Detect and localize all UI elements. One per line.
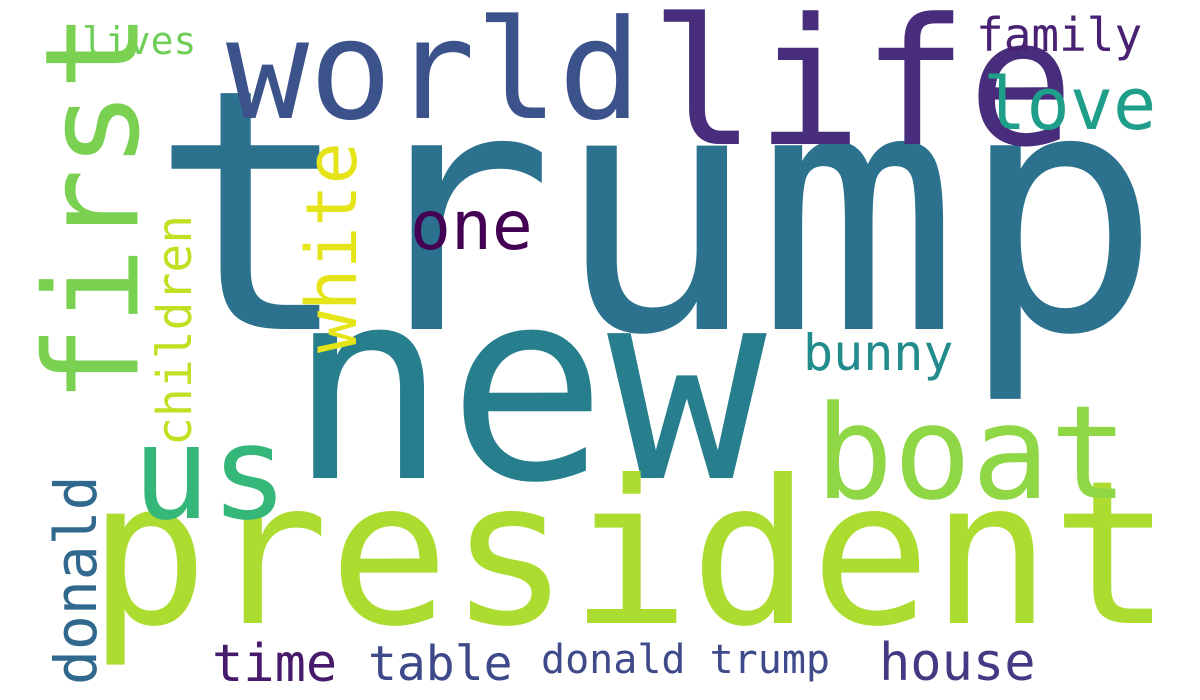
- word-us: us: [132, 397, 289, 549]
- word-lives: lives: [82, 19, 197, 63]
- word-first: first: [16, 12, 169, 404]
- word-trump: trump: [150, 18, 1162, 409]
- word-table: table: [368, 636, 513, 692]
- word-house: house: [879, 633, 1036, 693]
- word-family: family: [976, 8, 1143, 62]
- word-life: life: [650, 0, 1074, 186]
- word-new: new: [288, 233, 767, 541]
- word-world: world: [226, 0, 642, 151]
- word-love: love: [983, 62, 1157, 146]
- word-president: president: [88, 438, 1172, 671]
- word-children: children: [147, 214, 203, 446]
- word-donald-vertical: donald: [42, 475, 110, 685]
- word-time: time: [212, 634, 338, 694]
- word-white: white: [291, 142, 373, 353]
- word-one: one: [410, 187, 533, 266]
- word-boat: boat: [815, 377, 1129, 529]
- word-donald-trump: donald trump: [541, 637, 830, 683]
- word-bunny: bunny: [803, 324, 954, 382]
